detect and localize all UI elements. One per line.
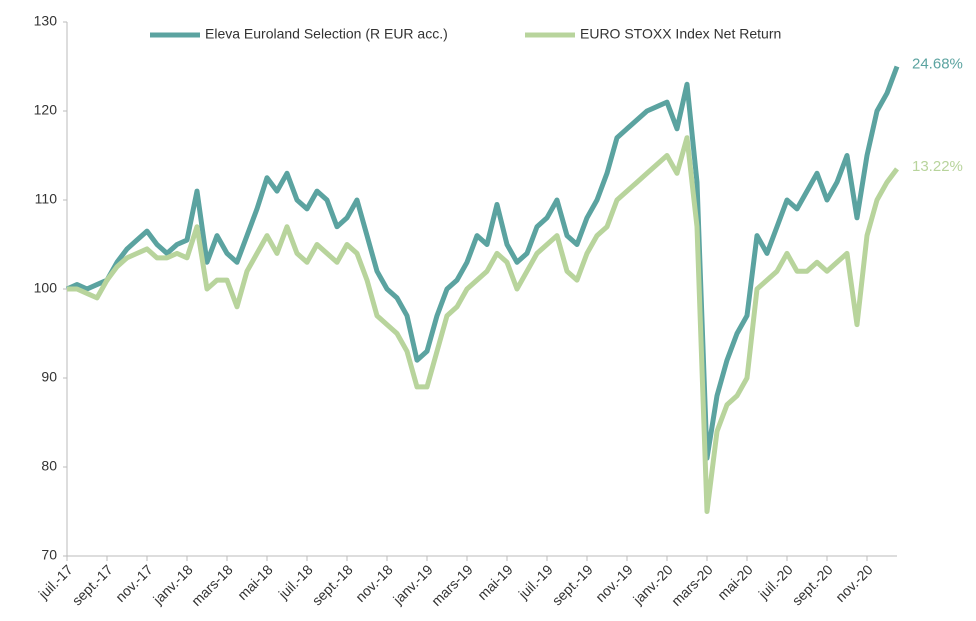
series-line [65,65,900,461]
y-tick-label: 70 [41,547,57,563]
x-tick-label: janv.-19 [389,561,436,608]
y-tick-label: 110 [35,191,58,207]
x-tick-label: mai-18 [234,561,276,603]
legend-label: Eleva Euroland Selection (R EUR acc.) [205,26,448,42]
x-tick-label: sept.-19 [549,561,596,608]
end-label: 13.22% [912,158,963,175]
end-label: 24.68% [912,55,963,72]
x-tick-label: mars-18 [188,561,236,609]
x-tick-label: mars-19 [428,561,476,609]
x-tick-label: mai-20 [714,561,756,603]
y-tick-label: 120 [34,102,58,118]
x-tick-label: nov.-17 [112,561,156,605]
x-tick-label: nov.-18 [352,561,396,605]
x-tick-label: sept.-17 [69,561,116,608]
x-tick-label: sept.-20 [789,561,836,608]
y-tick-label: 90 [41,369,57,385]
y-tick-label: 80 [41,458,57,474]
x-tick-label: nov.-20 [832,561,876,605]
x-tick-label: nov.-19 [592,561,636,605]
x-tick-label: sept.-18 [309,561,356,608]
x-tick-label: mai-19 [474,561,516,603]
legend-label: EURO STOXX Index Net Return [580,26,781,42]
series-line [67,135,900,514]
x-tick-label: janv.-18 [149,561,196,608]
x-tick-label: janv.-20 [629,561,676,608]
y-tick-label: 100 [34,280,58,296]
y-tick-label: 130 [34,13,58,29]
x-tick-label: mars-20 [668,561,716,609]
